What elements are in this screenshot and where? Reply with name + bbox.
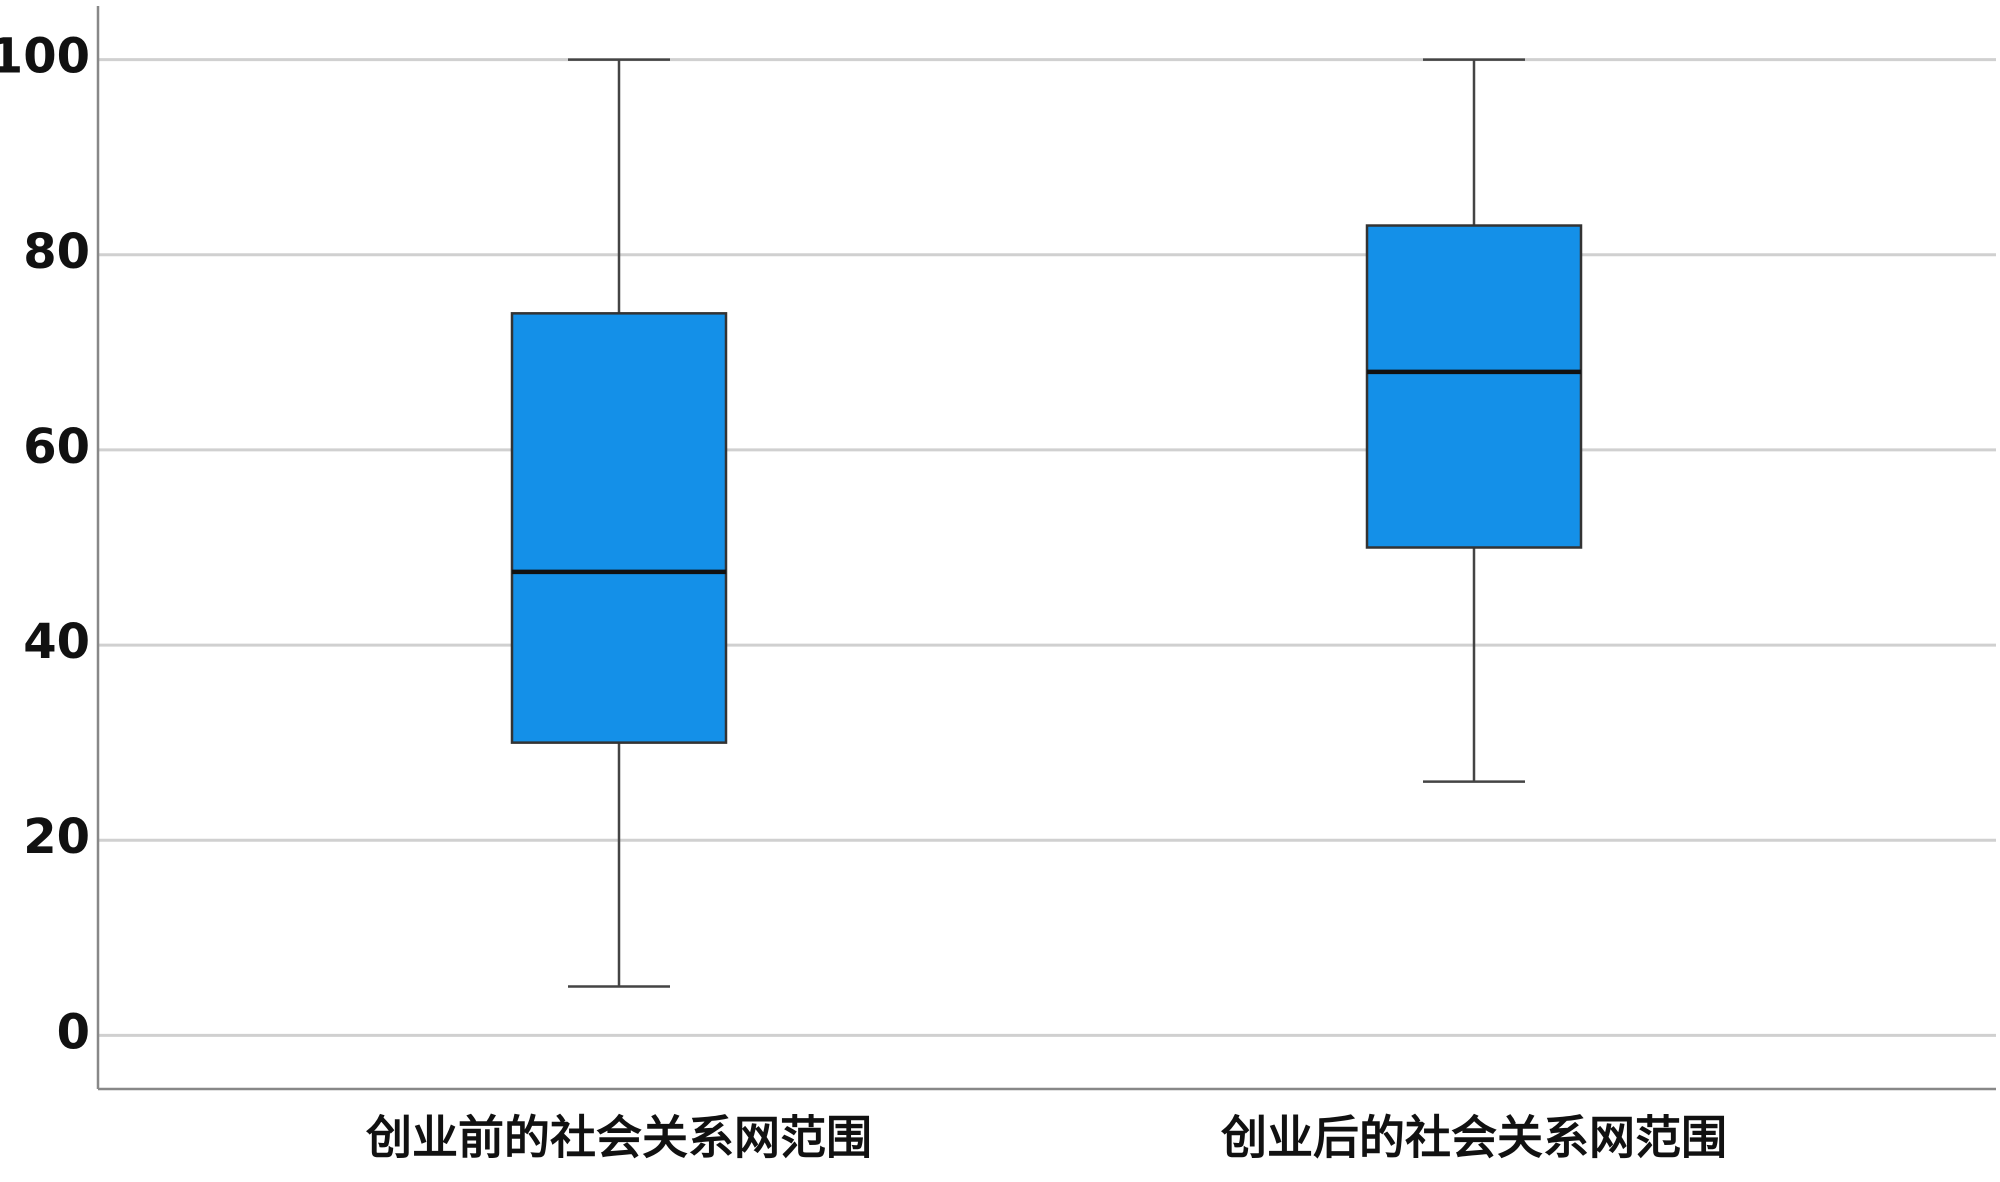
y-tick-label: 40 bbox=[23, 614, 90, 670]
x-tick-label: 创业后的社会关系网范围 bbox=[1221, 1111, 1727, 1165]
y-tick-label: 0 bbox=[57, 1004, 90, 1060]
y-tick-label: 100 bbox=[0, 29, 90, 85]
x-tick-label: 创业前的社会关系网范围 bbox=[366, 1111, 872, 1165]
box bbox=[1365, 224, 1583, 549]
y-tick-label: 20 bbox=[23, 809, 90, 865]
box bbox=[510, 312, 728, 744]
y-tick-label: 60 bbox=[23, 419, 90, 475]
y-tick-label: 80 bbox=[23, 224, 90, 280]
